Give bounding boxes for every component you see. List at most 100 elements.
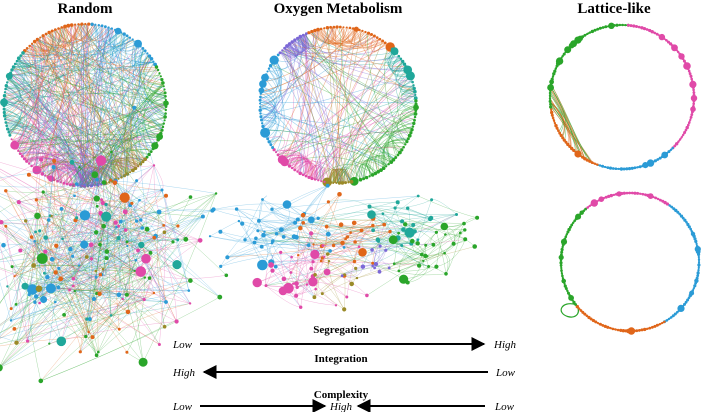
lattice-top-node [596,27,600,31]
lattice-top-arc [628,24,695,149]
random-circle-node [10,138,13,141]
random-force-edge [0,227,145,300]
random-force-edge [42,191,97,294]
oxygen-circle-edge [284,41,298,56]
random-force-node [122,209,128,215]
random-circle-edge [19,151,88,187]
random-circle-edge [125,157,138,172]
oxygen-circle-edge [334,169,341,184]
random-force-edge [15,191,44,305]
random-force-node [43,235,48,240]
oxygen-circle-edge [292,158,304,173]
random-circle-edge [13,142,53,180]
random-force-edge [116,193,217,228]
lattice-top-node [688,121,691,124]
random-circle-node [21,51,25,55]
oxygen-circle-edge [317,29,380,48]
oxygen-force-node [406,230,410,234]
oxygen-force-edge [296,236,434,246]
oxygen-circle-edge [362,113,416,179]
random-force-edge [50,251,107,289]
random-circle-node [3,118,7,121]
oxygen-circle-node [287,42,292,46]
random-force-edge [50,288,119,296]
random-circle-edge [5,119,122,178]
oxygen-circle-edge [342,168,349,183]
random-force-edge [99,225,164,294]
oxygen-circle-edge [400,88,415,93]
oxygen-circle-edge [329,168,335,183]
random-circle-edge [4,96,60,182]
random-circle-edge [71,49,145,186]
random-force-edge [0,235,156,263]
oxygen-circle-edge [260,107,384,169]
random-circle-node [2,110,6,115]
random-circle-edge [74,24,86,187]
random-circle-edge [47,23,85,43]
random-circle-edge [15,61,154,71]
oxygen-force-edge [311,224,406,235]
random-circle-node [163,91,167,95]
oxygen-circle-edge [385,145,402,162]
random-force-node [87,317,92,322]
oxygen-force-edge [321,224,385,247]
random-force-edge [18,195,102,203]
oxygen-circle-edge [337,168,347,184]
random-force-edge [43,167,54,300]
oxygen-circle-edge [285,46,414,88]
random-force-edge [27,221,122,342]
lattice-bottom-node [697,263,701,267]
oxygen-force-edge [371,218,431,251]
oxygen-circle-node [375,36,379,39]
oxygen-force-node [237,219,241,223]
random-force-edge [39,230,62,342]
random-circle-edge [38,23,81,46]
oxygen-circle-edge [392,61,406,72]
random-force-node [43,271,46,275]
oxygen-circle-node [410,128,414,132]
random-circle-edge [13,29,57,68]
oxygen-circle-edge [329,69,409,183]
lattice-bottom-node [648,326,652,330]
random-circle-edge [85,171,97,187]
random-force-edge [36,199,121,222]
random-circle-edge [101,85,164,185]
oxygen-force-edge [394,207,412,244]
random-circle-edge [6,125,91,187]
oxygen-circle-edge [297,37,381,51]
oxygen-circle-edge [284,35,304,55]
oxygen-force-edge [286,204,355,262]
oxygen-circle-edge [284,157,314,179]
random-circle-edge [85,57,151,187]
random-force-edge [0,299,145,368]
lattice-top-node [680,136,683,139]
oxygen-circle-node [414,109,418,112]
random-force-edge [47,160,55,278]
oxygen-circle-edge [391,90,415,158]
oxygen-circle-edge [298,29,320,47]
random-circle-node [56,179,59,183]
oxygen-circle-node [296,170,299,173]
random-circle-node [28,162,31,165]
oxygen-force-node [354,266,358,270]
random-circle-edge [21,54,129,174]
random-force-edge [0,268,70,291]
oxygen-force-edge [314,274,345,310]
random-circle-edge [10,72,101,185]
oxygen-circle-edge [366,162,375,176]
random-circle-edge [82,23,85,187]
random-circle-edge [88,144,156,187]
random-circle-edge [108,27,133,48]
random-circle-edge [27,138,159,163]
random-force-edge [36,181,116,201]
oxygen-force-node [325,252,330,256]
random-force-edge [29,195,167,295]
random-force-edge [70,165,155,250]
random-circle-node [41,34,45,38]
random-circle-edge [12,138,29,153]
random-circle-node [18,152,22,156]
oxygen-circle-edge [300,35,309,174]
random-circle-node [125,34,129,38]
random-force-node [176,224,180,228]
random-circle-edge [92,164,132,186]
